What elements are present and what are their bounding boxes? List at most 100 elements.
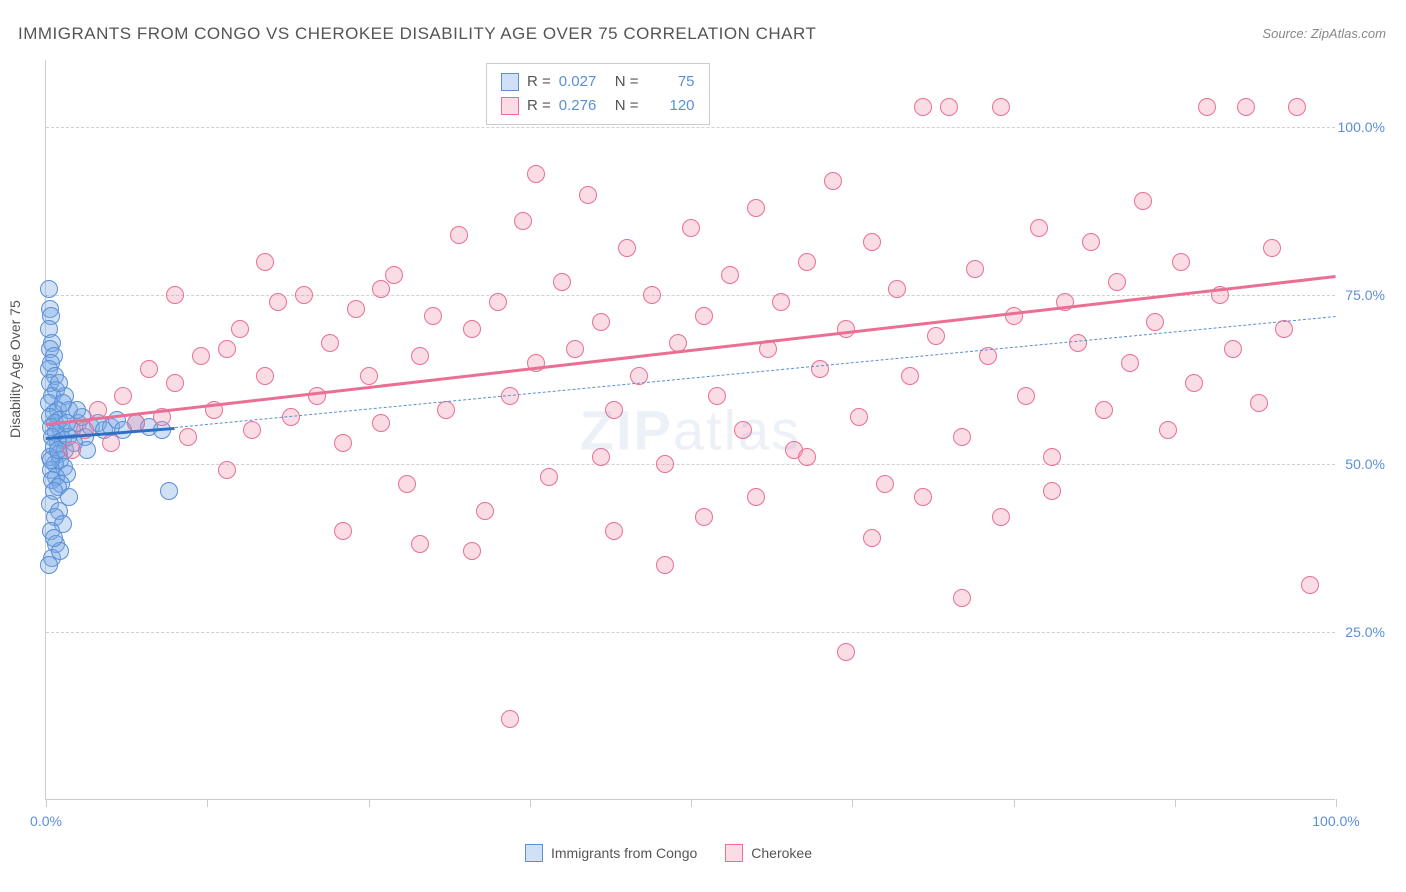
scatter-point bbox=[747, 488, 765, 506]
scatter-point bbox=[721, 266, 739, 284]
scatter-point bbox=[308, 387, 326, 405]
scatter-point bbox=[566, 340, 584, 358]
scatter-point bbox=[1069, 334, 1087, 352]
scatter-point bbox=[424, 307, 442, 325]
legend-n-value: 120 bbox=[647, 94, 695, 118]
scatter-point bbox=[1288, 98, 1306, 116]
plot-area: ZIPatlas R = 0.027N = 75R = 0.276N = 120… bbox=[45, 60, 1335, 800]
scatter-point bbox=[321, 334, 339, 352]
legend-correlation-box: R = 0.027N = 75R = 0.276N = 120 bbox=[486, 63, 710, 125]
grid-line bbox=[46, 464, 1335, 465]
x-tick bbox=[46, 799, 47, 807]
scatter-point bbox=[901, 367, 919, 385]
scatter-point bbox=[1082, 233, 1100, 251]
legend-r-label: R = bbox=[527, 94, 551, 118]
x-tick-label: 0.0% bbox=[30, 813, 62, 829]
scatter-point bbox=[605, 401, 623, 419]
scatter-point bbox=[1224, 340, 1242, 358]
x-tick bbox=[852, 799, 853, 807]
scatter-point bbox=[463, 542, 481, 560]
scatter-point bbox=[592, 448, 610, 466]
scatter-point bbox=[1250, 394, 1268, 412]
y-tick-label: 50.0% bbox=[1345, 456, 1385, 472]
scatter-point bbox=[940, 98, 958, 116]
scatter-point bbox=[1263, 239, 1281, 257]
chart-title: IMMIGRANTS FROM CONGO VS CHEROKEE DISABI… bbox=[18, 24, 816, 44]
scatter-point bbox=[850, 408, 868, 426]
scatter-point bbox=[914, 98, 932, 116]
y-tick-label: 100.0% bbox=[1338, 119, 1385, 135]
scatter-point bbox=[501, 710, 519, 728]
scatter-point bbox=[347, 300, 365, 318]
scatter-point bbox=[114, 387, 132, 405]
legend-n-label: N = bbox=[615, 70, 639, 94]
scatter-point bbox=[372, 414, 390, 432]
scatter-point bbox=[553, 273, 571, 291]
scatter-point bbox=[450, 226, 468, 244]
scatter-point bbox=[334, 522, 352, 540]
scatter-point bbox=[360, 367, 378, 385]
scatter-point bbox=[837, 320, 855, 338]
source-label: Source: bbox=[1262, 26, 1307, 41]
scatter-point bbox=[824, 172, 842, 190]
scatter-point bbox=[992, 508, 1010, 526]
y-tick-label: 75.0% bbox=[1345, 287, 1385, 303]
chart-container: Disability Age Over 75 ZIPatlas R = 0.02… bbox=[45, 60, 1385, 830]
source-attribution: Source: ZipAtlas.com bbox=[1262, 26, 1386, 41]
scatter-point bbox=[992, 98, 1010, 116]
scatter-point bbox=[618, 239, 636, 257]
scatter-point bbox=[411, 535, 429, 553]
x-tick bbox=[691, 799, 692, 807]
scatter-point bbox=[1185, 374, 1203, 392]
scatter-point bbox=[734, 421, 752, 439]
scatter-point bbox=[411, 347, 429, 365]
scatter-point bbox=[914, 488, 932, 506]
scatter-point bbox=[166, 374, 184, 392]
scatter-point bbox=[140, 360, 158, 378]
legend-swatch bbox=[501, 97, 519, 115]
source-link[interactable]: ZipAtlas.com bbox=[1311, 26, 1386, 41]
x-tick bbox=[1336, 799, 1337, 807]
scatter-point bbox=[1198, 98, 1216, 116]
scatter-point bbox=[160, 482, 178, 500]
scatter-point bbox=[514, 212, 532, 230]
y-axis-label: Disability Age Over 75 bbox=[7, 300, 23, 438]
scatter-point bbox=[1121, 354, 1139, 372]
legend-series-label: Cherokee bbox=[751, 845, 812, 861]
scatter-point bbox=[45, 529, 63, 547]
scatter-point bbox=[837, 643, 855, 661]
x-tick bbox=[1175, 799, 1176, 807]
legend-swatch bbox=[725, 844, 743, 862]
scatter-point bbox=[256, 253, 274, 271]
scatter-point bbox=[1095, 401, 1113, 419]
scatter-point bbox=[476, 502, 494, 520]
scatter-point bbox=[63, 441, 81, 459]
scatter-point bbox=[1108, 273, 1126, 291]
scatter-point bbox=[1043, 482, 1061, 500]
scatter-point bbox=[50, 374, 68, 392]
scatter-point bbox=[179, 428, 197, 446]
x-tick bbox=[530, 799, 531, 807]
x-tick bbox=[207, 799, 208, 807]
legend-series-item: Immigrants from Congo bbox=[525, 844, 697, 862]
scatter-point bbox=[592, 313, 610, 331]
legend-series-item: Cherokee bbox=[725, 844, 812, 862]
scatter-point bbox=[372, 280, 390, 298]
scatter-point bbox=[682, 219, 700, 237]
scatter-point bbox=[78, 441, 96, 459]
legend-correlation-row: R = 0.276N = 120 bbox=[501, 94, 695, 118]
scatter-point bbox=[256, 367, 274, 385]
scatter-point bbox=[385, 266, 403, 284]
scatter-point bbox=[863, 233, 881, 251]
trend-line bbox=[175, 316, 1336, 428]
legend-series: Immigrants from Congo Cherokee bbox=[525, 844, 812, 862]
scatter-point bbox=[876, 475, 894, 493]
legend-correlation-row: R = 0.027N = 75 bbox=[501, 70, 695, 94]
scatter-point bbox=[527, 165, 545, 183]
scatter-point bbox=[1043, 448, 1061, 466]
scatter-point bbox=[605, 522, 623, 540]
scatter-point bbox=[798, 448, 816, 466]
scatter-point bbox=[579, 186, 597, 204]
legend-swatch bbox=[525, 844, 543, 862]
scatter-point bbox=[1275, 320, 1293, 338]
